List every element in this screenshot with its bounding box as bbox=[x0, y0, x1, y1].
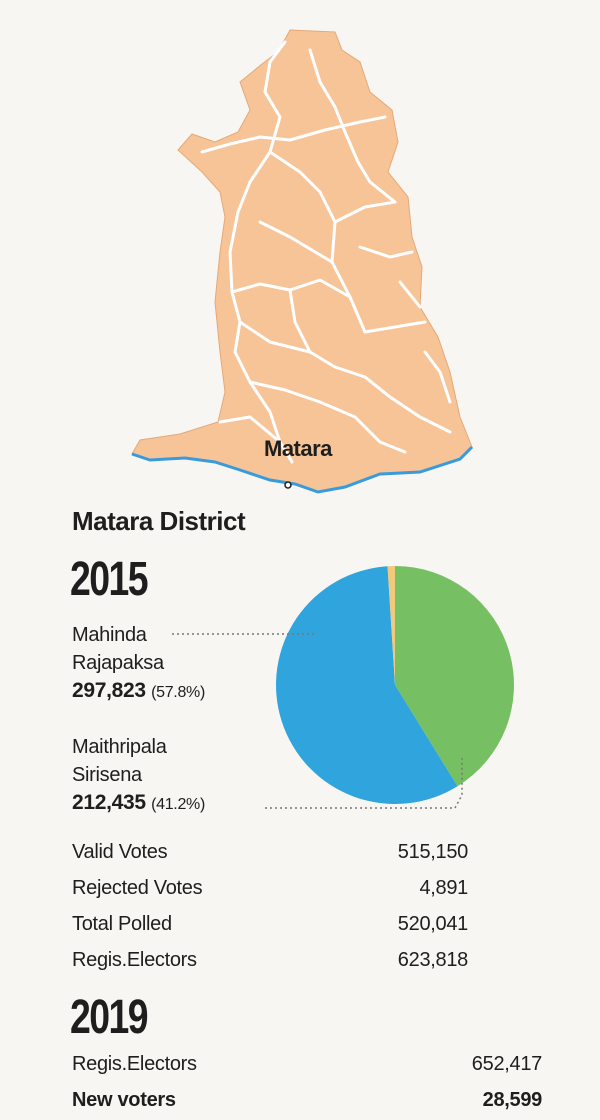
candidate-votes: 212,435 bbox=[72, 791, 146, 814]
pie-slice-rajapaksa bbox=[276, 566, 458, 804]
stats-2019: Regis.Electors 652,417 New voters 28,599 bbox=[72, 1046, 542, 1118]
stat-label: Valid Votes bbox=[72, 841, 168, 863]
coastline bbox=[131, 445, 474, 494]
district-map bbox=[120, 22, 480, 502]
district-title: Matara District bbox=[72, 506, 246, 536]
candidate-percent: (57.8%) bbox=[151, 684, 206, 701]
stat-value: 520,041 bbox=[397, 913, 469, 935]
stat-row: Regis.Electors 623,818 bbox=[72, 942, 468, 978]
district-map-svg bbox=[131, 29, 474, 494]
stat-row-new-voters: New voters 28,599 bbox=[72, 1082, 542, 1118]
district-land-shape bbox=[131, 29, 473, 493]
stat-row: Regis.Electors 652,417 bbox=[72, 1046, 542, 1082]
road-network bbox=[200, 40, 452, 464]
candidate-rajapaksa: Mahinda Rajapaksa 297,823 (57.8%) bbox=[72, 621, 205, 707]
town-label-matara: Matara bbox=[264, 436, 332, 461]
candidate-percent: (41.2%) bbox=[151, 796, 206, 813]
stat-value: 4,891 bbox=[419, 877, 468, 899]
matara-town-marker bbox=[284, 481, 292, 489]
candidate-votes: 297,823 bbox=[72, 679, 146, 702]
candidate-name-line2: Sirisena bbox=[72, 764, 142, 786]
stat-label: Regis.Electors bbox=[72, 1053, 197, 1075]
stat-value: 623,818 bbox=[397, 949, 469, 971]
stat-row: Total Polled 520,041 bbox=[72, 906, 468, 942]
stat-value: 28,599 bbox=[482, 1089, 543, 1111]
stat-value: 652,417 bbox=[471, 1053, 543, 1075]
stat-label: Total Polled bbox=[72, 913, 172, 935]
candidate-name-line1: Mahinda bbox=[72, 624, 147, 646]
pie-slice-other bbox=[387, 566, 395, 685]
candidate-sirisena: Maithripala Sirisena 212,435 (41.2%) bbox=[72, 733, 205, 819]
stat-row: Valid Votes 515,150 bbox=[72, 834, 468, 870]
stat-row: Rejected Votes 4,891 bbox=[72, 870, 468, 906]
results-pie-chart bbox=[270, 560, 520, 810]
stat-label: Rejected Votes bbox=[72, 877, 203, 899]
pie-slice-sirisena bbox=[395, 566, 515, 787]
pie-chart-svg bbox=[276, 566, 515, 804]
candidate-name-line1: Maithripala bbox=[72, 736, 167, 758]
stat-label: New voters bbox=[72, 1089, 176, 1111]
stat-value: 515,150 bbox=[397, 841, 469, 863]
stat-label: Regis.Electors bbox=[72, 949, 197, 971]
year-2015-heading: 2015 bbox=[70, 553, 149, 606]
candidate-name-line2: Rajapaksa bbox=[72, 652, 164, 674]
year-2019-heading: 2019 bbox=[70, 991, 149, 1044]
stats-2015: Valid Votes 515,150 Rejected Votes 4,891… bbox=[72, 834, 468, 978]
